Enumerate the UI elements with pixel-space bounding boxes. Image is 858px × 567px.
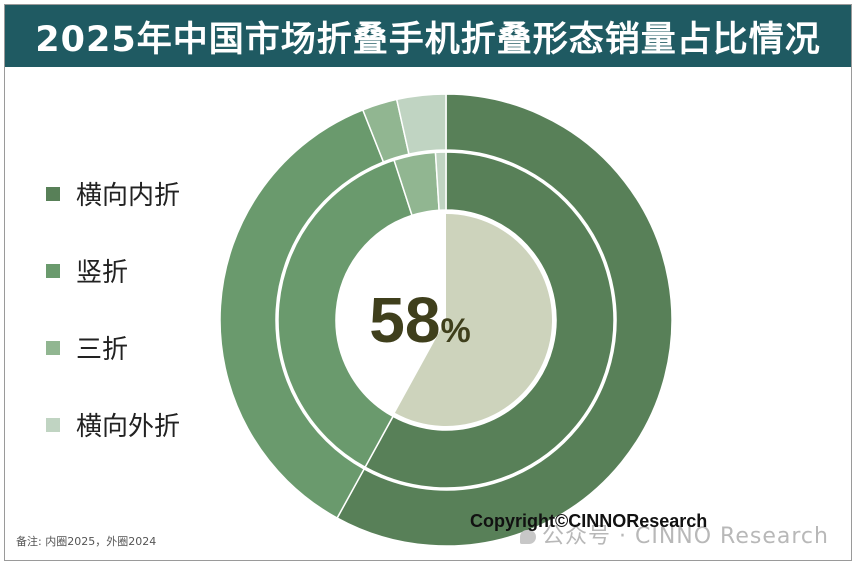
center-value-number: 58	[369, 284, 440, 356]
legend-label: 竖折	[76, 258, 129, 288]
wechat-icon	[520, 530, 536, 544]
legend-label: 三折	[76, 335, 129, 365]
donut-slice-outer-3	[395, 93, 447, 155]
center-highlight-wedge	[394, 214, 552, 427]
legend-label: 横向外折	[76, 412, 181, 442]
title-bar: 2025年中国市场折叠手机折叠形态销量占比情况	[5, 5, 851, 67]
center-value-label: 58%	[369, 284, 470, 356]
donut-slice-inner-3	[434, 151, 447, 212]
legend-swatch	[46, 340, 60, 355]
legend-item-vertical-fold: 竖折	[46, 252, 128, 289]
legend-item-trifold: 三折	[46, 329, 128, 366]
watermark: 公众号 · CINNO Research	[520, 518, 829, 550]
legend-item-horizontal-infold: 横向内折	[46, 175, 180, 212]
donut-slice-outer-1	[219, 108, 385, 520]
chart-title: 2025年中国市场折叠手机折叠形态销量占比情况	[35, 19, 821, 60]
watermark-text: 公众号 · CINNO Research	[542, 524, 829, 549]
footnote: 备注: 内圈2025，外圈2024	[16, 535, 157, 548]
center-value-unit: %	[440, 312, 470, 350]
copyright: Copyright©CINNOResearch	[470, 511, 708, 531]
legend-swatch	[46, 186, 60, 201]
legend-swatch	[46, 263, 60, 278]
legend-label: 横向内折	[76, 181, 181, 211]
legend-item-horizontal-outfold: 横向外折	[46, 406, 180, 443]
legend-swatch	[46, 417, 60, 432]
donut-slice-inner-1	[277, 159, 413, 469]
donut-slice-inner-0	[364, 151, 615, 489]
donut-slice-outer-0	[336, 93, 673, 547]
